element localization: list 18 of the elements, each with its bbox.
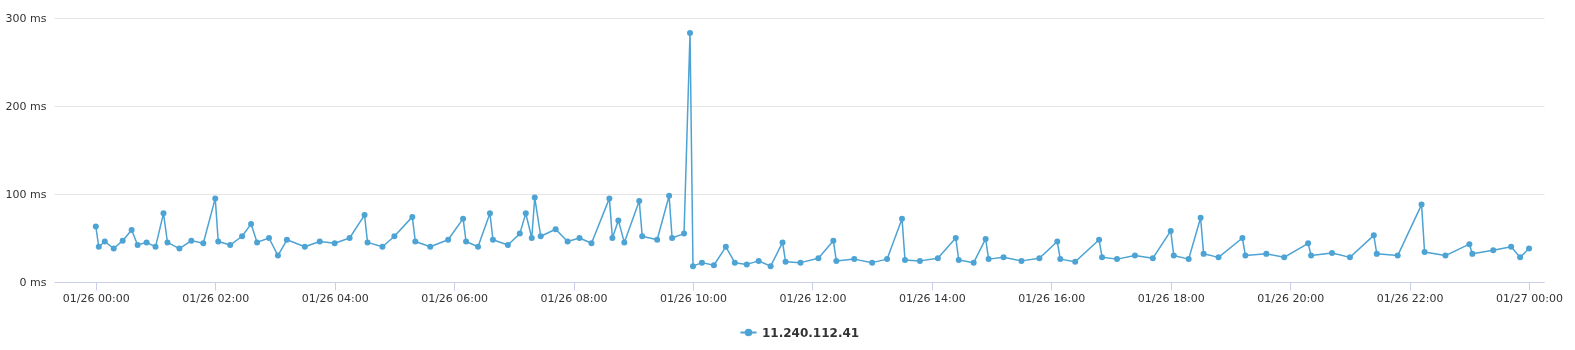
x-tick-label: 01/26 10:00 bbox=[660, 291, 727, 305]
x-tick-label: 01/26 04:00 bbox=[301, 291, 369, 305]
x-tick-label: 01/26 00:00 bbox=[62, 291, 130, 305]
x-tick-label: 01/26 12:00 bbox=[779, 291, 847, 305]
x-tick-label: 01/26 06:00 bbox=[421, 291, 489, 305]
y-tick-label: 200 ms bbox=[5, 99, 47, 113]
x-tick-label: 01/26 16:00 bbox=[1018, 291, 1086, 305]
y-tick-label: 100 ms bbox=[5, 187, 47, 201]
y-tick-label: 0 ms bbox=[19, 275, 47, 289]
legend-label: 11.240.112.41 bbox=[762, 325, 860, 340]
x-tick-label: 01/26 20:00 bbox=[1257, 291, 1325, 305]
x-tick-label: 01/27 00:00 bbox=[1496, 291, 1564, 305]
x-tick-label: 01/26 18:00 bbox=[1137, 291, 1205, 305]
x-tick-label: 01/26 22:00 bbox=[1376, 291, 1444, 305]
y-tick-label: 300 ms bbox=[5, 11, 47, 25]
x-tick-label: 01/26 14:00 bbox=[898, 291, 966, 305]
x-tick-label: 01/26 08:00 bbox=[540, 291, 608, 305]
x-tick-label: 01/26 02:00 bbox=[182, 291, 250, 305]
